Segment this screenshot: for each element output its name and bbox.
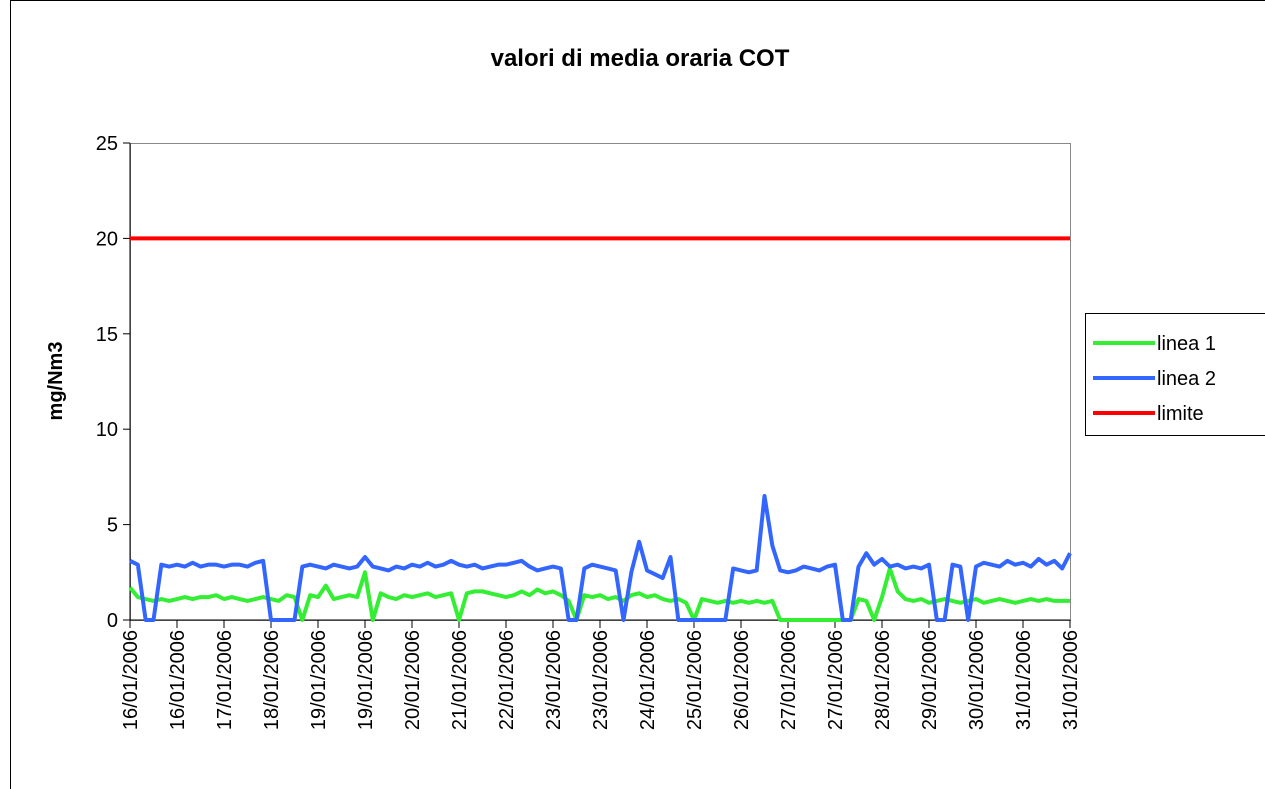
x-tick-label: 24/01/2006 xyxy=(637,630,659,730)
series-line xyxy=(129,493,1072,622)
x-tick-label: 17/01/2006 xyxy=(214,630,236,730)
x-tick-label: 16/01/2006 xyxy=(120,630,142,730)
x-tick-label: 26/01/2006 xyxy=(731,630,753,730)
x-tick-label: 31/01/2006 xyxy=(1060,630,1082,730)
x-tick-label: 20/01/2006 xyxy=(402,630,424,730)
x-tick-label: 21/01/2006 xyxy=(449,630,471,730)
chart-title: valori di media oraria COT xyxy=(491,45,790,72)
x-tick-label: 27/01/2006 xyxy=(825,630,847,730)
legend-label: limite xyxy=(1157,403,1204,425)
y-tick-label: 20 xyxy=(96,228,118,250)
x-tick-label: 19/01/2006 xyxy=(308,630,330,730)
y-tick-label: 0 xyxy=(107,610,118,632)
chart-frame xyxy=(10,0,1265,789)
y-tick-label: 10 xyxy=(96,419,118,441)
y-tick-label: 15 xyxy=(96,324,118,346)
y-tick-label: 25 xyxy=(96,133,118,155)
x-tick-label: 28/01/2006 xyxy=(872,630,894,730)
x-tick-label: 31/01/2006 xyxy=(1013,630,1035,730)
x-tick-label: 19/01/2006 xyxy=(355,630,377,730)
series-line xyxy=(128,566,1070,622)
legend-label: linea 1 xyxy=(1157,333,1216,355)
x-tick-label: 18/01/2006 xyxy=(261,630,283,730)
legend-label: linea 2 xyxy=(1157,368,1216,390)
legend-box xyxy=(1085,313,1265,436)
x-tick-label: 23/01/2006 xyxy=(590,630,612,730)
y-axis-label: mg/Nm3 xyxy=(45,342,67,421)
x-tick-label: 29/01/2006 xyxy=(919,630,941,730)
x-tick-label: 23/01/2006 xyxy=(543,630,565,730)
x-tick-label: 22/01/2006 xyxy=(496,630,518,730)
x-tick-label: 25/01/2006 xyxy=(684,630,706,730)
x-tick-label: 16/01/2006 xyxy=(167,630,189,730)
x-tick-label: 27/01/2006 xyxy=(778,630,800,730)
x-tick-label: 30/01/2006 xyxy=(966,630,988,730)
y-tick-label: 5 xyxy=(107,515,118,537)
